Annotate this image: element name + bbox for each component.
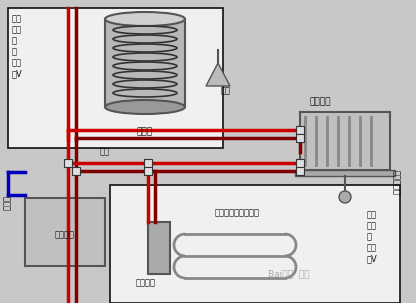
Bar (295, 170, 395, 176)
Bar (8, 8, 223, 148)
Ellipse shape (105, 12, 185, 26)
Text: 淋浴: 淋浴 (221, 86, 231, 95)
Bar (110, 185, 400, 303)
Bar (296, 167, 304, 175)
Bar (296, 134, 304, 142)
Bar (296, 126, 304, 134)
Bar (144, 167, 152, 175)
Text: 去地下: 去地下 (3, 195, 12, 210)
Text: 保温热辐射地板采暖: 保温热辐射地板采暖 (215, 208, 260, 217)
Polygon shape (206, 63, 230, 86)
Bar (296, 159, 304, 167)
Bar (25, 198, 105, 266)
Text: 热泵机组: 热泵机组 (55, 231, 75, 239)
Text: 风机盘管: 风机盘管 (310, 97, 332, 106)
Text: Bai文字  经验: Bai文字 经验 (268, 269, 310, 278)
Text: 热水箱: 热水箱 (137, 128, 153, 136)
Text: 生人
溶可
热
水
系统
供V: 生人 溶可 热 水 系统 供V (12, 14, 23, 78)
Ellipse shape (105, 100, 185, 114)
Text: 集分水器: 集分水器 (136, 278, 156, 287)
Bar (300, 112, 390, 170)
Text: 室内温控器: 室内温控器 (391, 170, 401, 195)
Circle shape (339, 191, 351, 203)
Text: 生人
溶可
泵
系统
供V: 生人 溶可 泵 系统 供V (367, 210, 378, 263)
Bar (105, 19, 185, 107)
Bar (148, 222, 170, 274)
Bar (64, 159, 72, 167)
Bar (72, 167, 80, 175)
Bar (144, 159, 152, 167)
Text: 阀门: 阀门 (100, 147, 110, 156)
